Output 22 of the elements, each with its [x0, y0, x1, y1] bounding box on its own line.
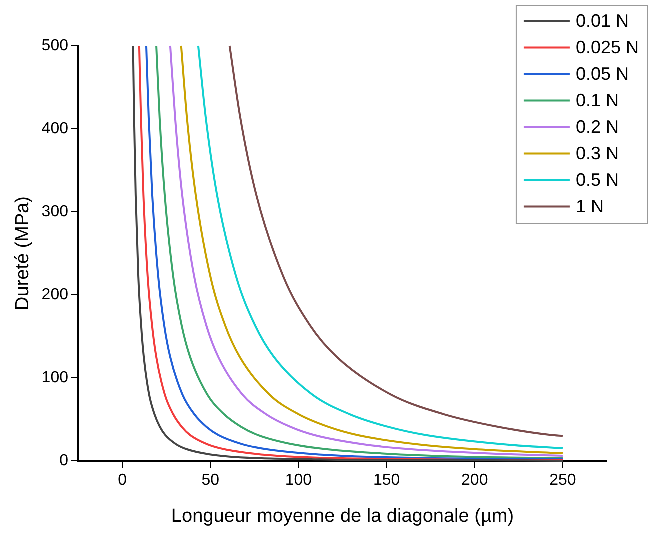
x-tick-label: 200 — [462, 472, 488, 490]
legend-label: 0.5 N — [576, 170, 619, 190]
y-tick-label: 400 — [42, 120, 69, 138]
x-tick-label: 100 — [285, 472, 312, 490]
y-tick-label: 0 — [60, 452, 69, 470]
legend-label: 1 N — [576, 196, 604, 217]
legend-label: 0.01 N — [576, 11, 630, 32]
x-tick-label: 0 — [118, 472, 128, 490]
legend-label: 0.025 N — [576, 38, 640, 58]
x-tick-label: 250 — [550, 472, 576, 490]
y-tick-label: 500 — [42, 37, 69, 54]
y-tick-label: 300 — [42, 203, 69, 220]
legend-label: 0.05 N — [576, 64, 630, 84]
x-tick-label: 50 — [202, 472, 220, 490]
y-tick-label: 200 — [42, 286, 69, 304]
legend-label: 0.1 N — [576, 90, 619, 111]
y-axis-title: Dureté (MPa) — [12, 196, 34, 311]
x-axis-title: Longueur moyenne de la diagonale (µm) — [171, 506, 514, 527]
legend-label: 0.3 N — [576, 144, 619, 164]
x-tick-label: 150 — [373, 472, 400, 490]
legend-label: 0.2 N — [576, 117, 619, 138]
y-tick-label: 100 — [42, 369, 69, 386]
